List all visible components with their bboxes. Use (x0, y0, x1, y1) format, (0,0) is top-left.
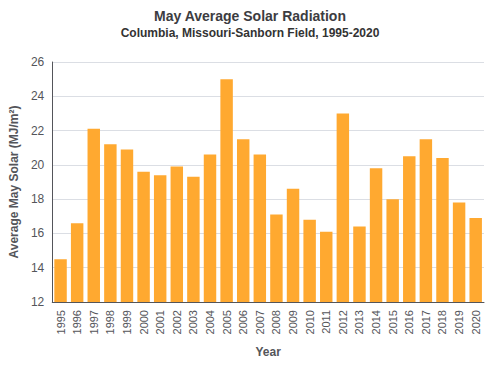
svg-text:Year: Year (255, 345, 281, 359)
svg-text:2007: 2007 (254, 310, 266, 334)
svg-text:2004: 2004 (204, 310, 216, 334)
svg-text:2015: 2015 (387, 310, 399, 334)
svg-text:Average May Solar (MJ/m²): Average May Solar (MJ/m²) (7, 106, 21, 259)
svg-text:1998: 1998 (104, 310, 116, 334)
svg-text:18: 18 (31, 192, 45, 206)
svg-text:2020: 2020 (470, 310, 482, 334)
svg-text:14: 14 (31, 261, 45, 275)
svg-text:22: 22 (31, 124, 45, 138)
svg-text:2001: 2001 (154, 310, 166, 334)
svg-text:1997: 1997 (88, 310, 100, 334)
svg-text:2013: 2013 (353, 310, 365, 334)
svg-text:2012: 2012 (337, 310, 349, 334)
svg-text:1999: 1999 (121, 310, 133, 334)
svg-text:16: 16 (31, 226, 45, 240)
svg-text:2016: 2016 (403, 310, 415, 334)
svg-text:2000: 2000 (138, 310, 150, 334)
svg-text:24: 24 (31, 89, 45, 103)
svg-text:2010: 2010 (304, 310, 316, 334)
svg-text:1996: 1996 (71, 310, 83, 334)
svg-text:2008: 2008 (270, 310, 282, 334)
svg-text:2018: 2018 (436, 310, 448, 334)
svg-text:2011: 2011 (320, 310, 332, 334)
svg-text:Columbia, Missouri-Sanborn Fie: Columbia, Missouri-Sanborn Field, 1995-2… (121, 26, 380, 40)
svg-text:2009: 2009 (287, 310, 299, 334)
svg-text:2017: 2017 (420, 310, 432, 334)
svg-text:1995: 1995 (55, 310, 67, 334)
svg-text:26: 26 (31, 55, 45, 69)
svg-text:May Average Solar Radiation: May Average Solar Radiation (154, 8, 346, 24)
svg-text:2019: 2019 (453, 310, 465, 334)
svg-text:2006: 2006 (237, 310, 249, 334)
svg-text:20: 20 (31, 158, 45, 172)
svg-text:12: 12 (31, 295, 45, 309)
svg-text:2014: 2014 (370, 310, 382, 334)
svg-text:2005: 2005 (221, 310, 233, 334)
svg-text:2003: 2003 (187, 310, 199, 334)
svg-text:2002: 2002 (171, 310, 183, 334)
